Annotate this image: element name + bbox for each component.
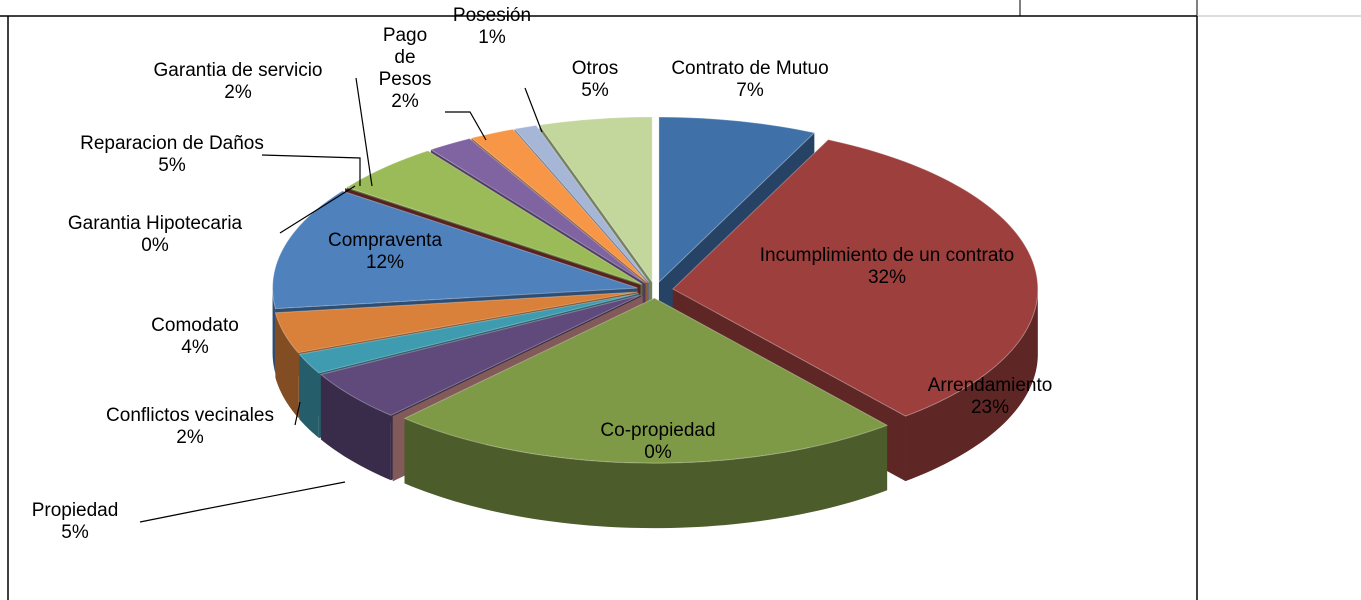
slice (658, 116, 816, 284)
data-label: Propiedad 5% (0, 500, 150, 544)
label-name: Garantia Hipotecaria (67, 213, 243, 234)
data-label: Garantia Hipotecaria 0% (25, 213, 285, 257)
slice (470, 128, 648, 284)
label-value: 12% (365, 252, 405, 273)
data-label: Compraventa 12% (285, 230, 485, 274)
slice (319, 294, 641, 416)
label-value: 1% (478, 27, 506, 48)
slice (672, 139, 1039, 417)
label-name: Contrato de Mutuo (671, 58, 829, 79)
data-label: Arrendamiento 23% (890, 375, 1090, 419)
label-value: 0% (141, 235, 169, 256)
slice-side (905, 286, 1038, 482)
slice (345, 188, 641, 286)
label-value: 4% (181, 337, 209, 358)
slice (513, 124, 650, 283)
data-label: Conflictos vecinales 2% (60, 405, 320, 449)
leader-line (294, 401, 301, 426)
slice-side (272, 288, 276, 374)
slice (538, 116, 653, 284)
label-name: Reparacion de Daños (80, 133, 264, 154)
data-label: Garantia de servicio 2% (108, 60, 368, 104)
leader-line (445, 111, 487, 141)
label-value: 2% (391, 91, 419, 112)
label-name: Comodato (151, 315, 239, 336)
data-label: Posesión 1% (432, 5, 552, 49)
leader-line (279, 185, 356, 234)
leader-line (261, 154, 361, 186)
label-value: 5% (158, 155, 186, 176)
label-value: 23% (970, 397, 1010, 418)
pie (272, 116, 1039, 529)
label-name: Conflictos vecinales (106, 405, 274, 426)
label-name: Co-propiedad (600, 420, 716, 441)
label-value: 5% (581, 80, 609, 101)
data-label: Comodato 4% (95, 315, 295, 359)
slice (403, 297, 889, 464)
label-name: Arrendamiento (927, 375, 1053, 396)
label-name: Pago de Pesos (378, 25, 432, 90)
data-label: Reparacion de Daños 5% (72, 133, 272, 177)
label-name: Posesión (452, 5, 532, 26)
slice (298, 292, 639, 374)
slice (392, 295, 643, 417)
leader-lines (139, 77, 543, 523)
data-label: Pago de Pesos 2% (370, 25, 440, 113)
label-value: 5% (61, 522, 89, 543)
slice (345, 150, 643, 285)
label-value: 32% (867, 267, 907, 288)
label-name: Garantia de servicio (153, 60, 323, 81)
slice (272, 190, 638, 310)
label-value: 2% (224, 82, 252, 103)
label-name: Compraventa (327, 230, 443, 251)
data-label: Incumplimiento de un contrato 32% (737, 245, 1037, 289)
slice-side (404, 418, 888, 529)
label-value: 0% (644, 442, 672, 463)
leader-line (524, 87, 543, 133)
data-label: Co-propiedad 0% (558, 420, 758, 464)
label-name: Propiedad (31, 500, 119, 521)
data-label: Contrato de Mutuo 7% (650, 58, 850, 102)
leader-line (355, 77, 373, 187)
data-label: Otros 5% (555, 58, 635, 102)
label-name: Incumplimiento de un contrato (759, 245, 1015, 266)
slice (429, 137, 646, 284)
label-value: 2% (176, 427, 204, 448)
label-value: 7% (736, 80, 764, 101)
slice (274, 291, 638, 354)
label-name: Otros (571, 58, 619, 79)
leader-line (139, 481, 346, 523)
